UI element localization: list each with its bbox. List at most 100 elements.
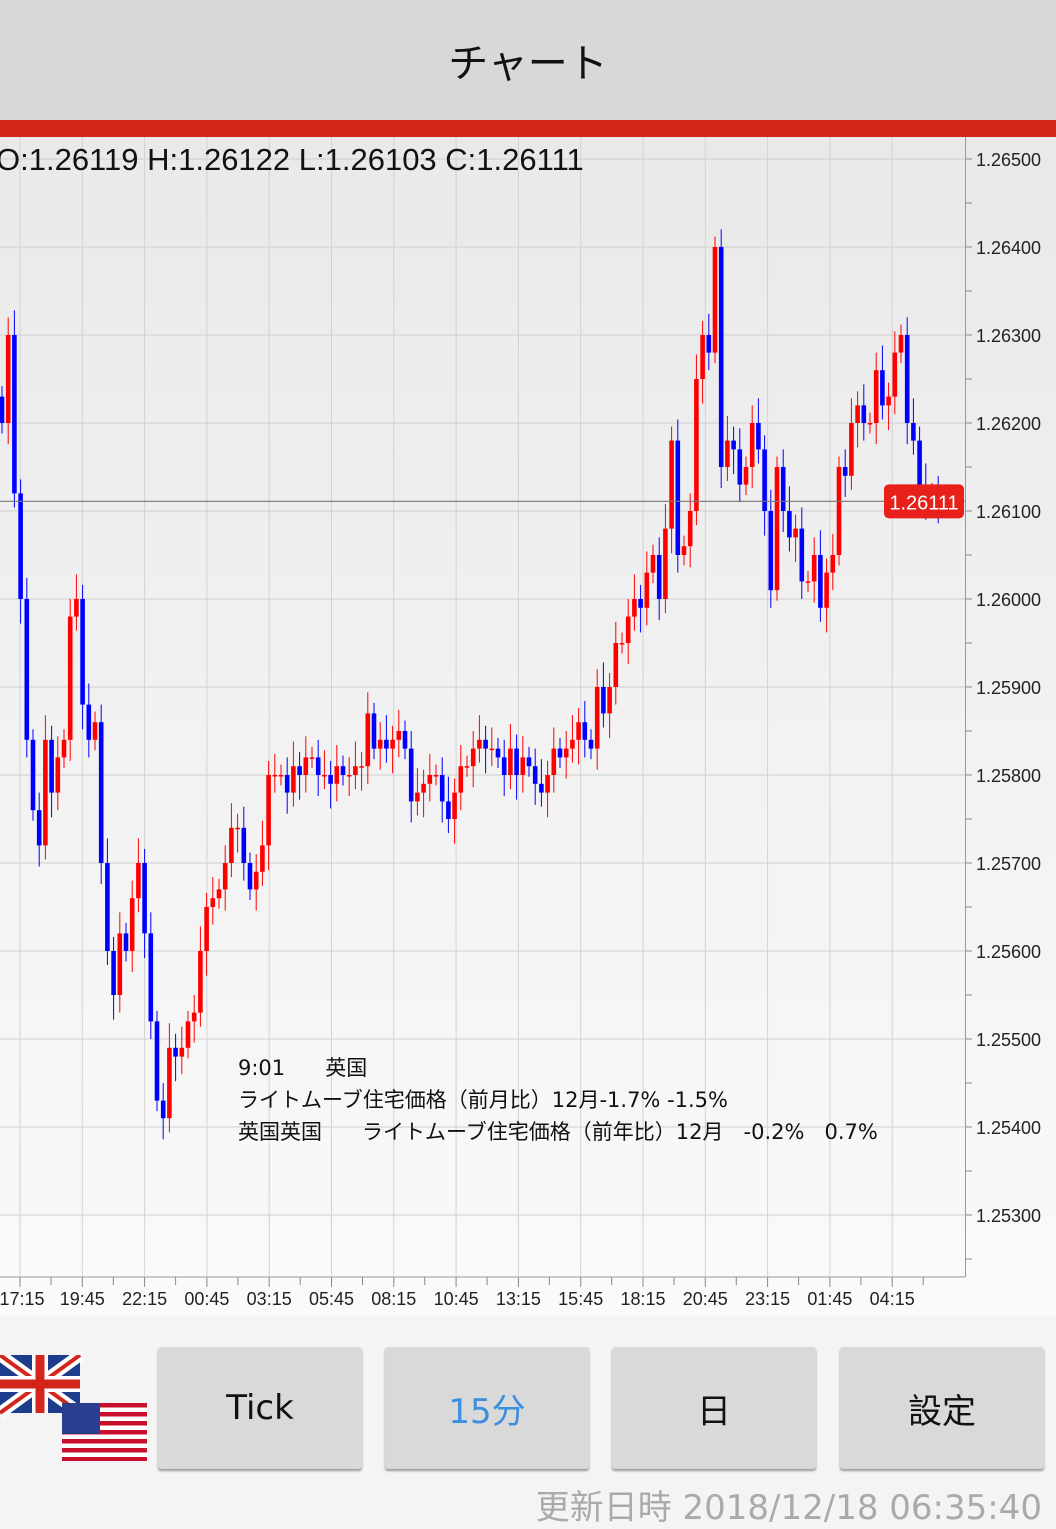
candle-body	[167, 1047, 172, 1119]
candle-body	[185, 1021, 191, 1048]
currency-pair-flags[interactable]	[0, 1355, 150, 1465]
settings-button[interactable]: 設定	[840, 1347, 1044, 1469]
candle-body	[235, 827, 240, 830]
current-price-label: 1.26111	[889, 492, 958, 514]
candle-body	[650, 555, 656, 573]
candle-body	[663, 528, 668, 599]
candle-body	[266, 775, 271, 846]
candle-body	[439, 775, 445, 802]
event-line: 英国英国 ライトムーブ住宅価格（前年比）12月 -0.2% 0.7%	[238, 1120, 878, 1144]
tick-button[interactable]: Tick	[158, 1347, 362, 1469]
candle-body	[384, 739, 389, 749]
candle-body	[904, 335, 910, 423]
candle-body	[111, 951, 116, 995]
y-tick-label: 1.25300	[976, 1206, 1041, 1226]
candle-body	[520, 757, 526, 775]
candle-body	[842, 467, 848, 476]
candle-body	[340, 766, 346, 775]
candle-body	[768, 511, 774, 591]
candle-body	[619, 643, 625, 645]
candle-body	[799, 528, 805, 582]
candle-body	[309, 757, 315, 759]
candle-body	[43, 739, 48, 846]
candle-body	[359, 766, 364, 768]
candle-body	[532, 766, 538, 784]
candle-body	[718, 247, 724, 467]
candlestick-chart[interactable]: 1.26500 1.26400 1.26300 1.26200 1.26100 1.260…	[0, 137, 1056, 1317]
candle-body	[780, 467, 786, 511]
candle-body	[706, 335, 712, 353]
candle-body	[898, 335, 904, 353]
15min-button[interactable]: 15分	[385, 1347, 589, 1469]
x-tick-label: 03:15	[247, 1289, 292, 1309]
candle-body	[123, 933, 129, 951]
day-button[interactable]: 日	[612, 1347, 816, 1469]
event-line: 9:01 英国	[238, 1056, 368, 1080]
y-tick-label: 1.26100	[976, 502, 1041, 522]
candle-body	[0, 396, 5, 423]
candle-body	[917, 440, 922, 485]
candle-body	[297, 766, 302, 775]
last-updated-timestamp: 更新日時 2018/12/18 06:35:40	[535, 1488, 1042, 1528]
candle-body	[371, 713, 377, 749]
candle-body	[458, 766, 464, 793]
candle-body	[725, 440, 730, 467]
candle-body	[805, 581, 811, 583]
candle-body	[241, 827, 247, 863]
candle-body	[749, 423, 755, 467]
candle-body	[365, 713, 371, 767]
candle-body	[260, 845, 265, 872]
y-tick-label: 1.25500	[976, 1030, 1041, 1050]
candle-body	[594, 687, 600, 749]
candle-body	[117, 933, 123, 995]
candle-body	[74, 599, 79, 617]
candle-body	[210, 898, 216, 907]
candle-body	[495, 748, 501, 758]
candle-body	[731, 440, 736, 450]
y-tick-label: 1.26500	[976, 150, 1041, 170]
x-tick-label: 08:15	[371, 1289, 416, 1309]
candle-body	[669, 440, 674, 529]
candle-body	[681, 546, 687, 555]
candle-body	[867, 423, 873, 425]
x-tick-label: 15:45	[558, 1289, 603, 1309]
candle-body	[402, 731, 408, 749]
candle-body	[328, 775, 333, 784]
candle-body	[836, 467, 842, 555]
candle-body	[576, 722, 581, 740]
x-tick-label: 18:15	[620, 1289, 665, 1309]
x-tick-label: 23:15	[745, 1289, 790, 1309]
candle-body	[570, 739, 575, 749]
candle-body	[86, 704, 92, 740]
candle-body	[24, 599, 30, 740]
candle-body	[824, 572, 829, 608]
candle-body	[98, 722, 104, 863]
us-flag-icon	[62, 1403, 147, 1461]
candle-body	[222, 863, 228, 890]
candle-body	[80, 599, 85, 705]
candle-body	[855, 405, 860, 423]
candle-body	[291, 766, 296, 793]
candle-body	[774, 467, 780, 591]
x-tick-label: 22:15	[122, 1289, 167, 1309]
candle-body	[563, 748, 569, 758]
candle-body	[105, 863, 110, 951]
candle-body	[613, 643, 619, 687]
candle-body	[408, 748, 414, 802]
candle-body	[421, 783, 426, 793]
y-tick-label: 1.25900	[976, 678, 1041, 698]
y-tick-label: 1.26300	[976, 326, 1041, 346]
candle-body	[55, 757, 61, 793]
candle-body	[756, 423, 761, 450]
candle-body	[625, 616, 631, 643]
candle-body	[427, 775, 433, 784]
candle-body	[675, 440, 681, 555]
candle-body	[315, 757, 321, 775]
x-tick-label: 20:45	[683, 1289, 728, 1309]
candle-body	[346, 775, 352, 777]
chart-svg[interactable]: 1.26500 1.26400 1.26300 1.26200 1.26100 1.260…	[0, 137, 1056, 1317]
candle-body	[446, 801, 451, 819]
candle-body	[49, 739, 54, 793]
x-tick-label: 10:45	[434, 1289, 479, 1309]
candle-body	[204, 907, 209, 951]
